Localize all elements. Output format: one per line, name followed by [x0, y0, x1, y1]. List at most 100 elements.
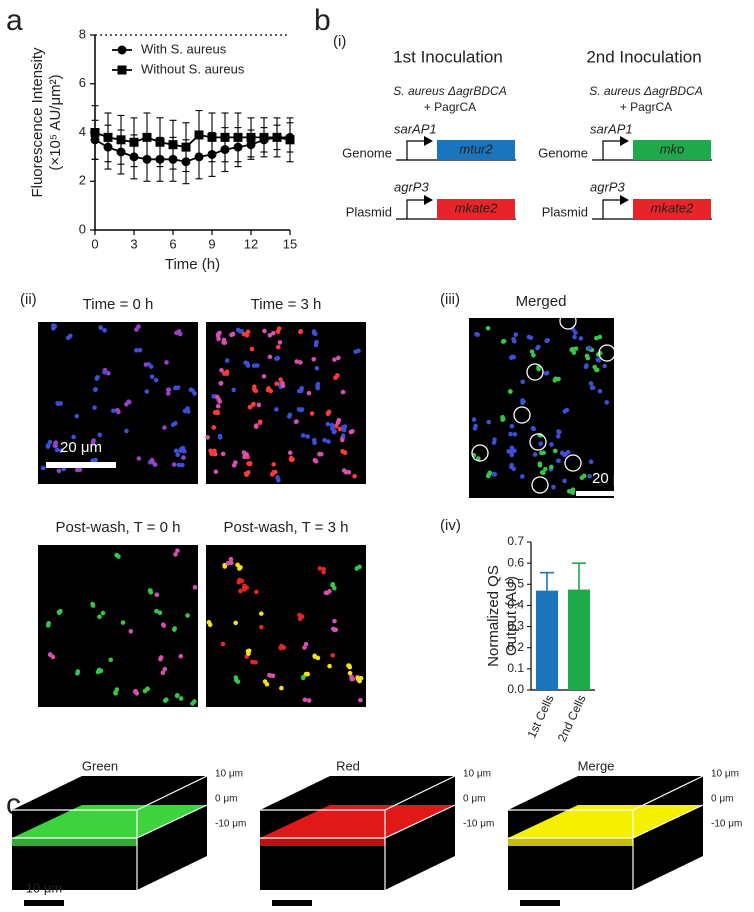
cell	[134, 691, 140, 696]
cell	[275, 344, 281, 350]
strain-label: S. aureus ΔagrBDCA	[393, 84, 506, 98]
cell	[321, 566, 327, 572]
x-tick-label: 3	[130, 236, 137, 251]
cell	[508, 431, 513, 437]
cell	[249, 346, 255, 352]
cell	[287, 412, 293, 418]
cell	[584, 353, 590, 359]
column-title: 2nd Inoculation	[586, 47, 701, 66]
cell	[114, 552, 119, 558]
cell	[134, 327, 139, 332]
cell	[192, 391, 197, 396]
volume-slab-edge	[260, 838, 385, 846]
gene-box	[437, 199, 515, 219]
cell	[342, 449, 347, 455]
cell	[347, 670, 353, 676]
cell	[604, 400, 610, 405]
x-tick-label: 1st Cells	[524, 693, 556, 741]
promoter-label: agrP3	[394, 179, 429, 194]
column-title: 1st Inoculation	[393, 47, 503, 66]
cell	[531, 426, 537, 432]
highlight-circle	[513, 406, 531, 424]
cell	[136, 456, 142, 461]
highlight-circle	[598, 344, 616, 362]
cell	[298, 360, 303, 365]
cell	[279, 685, 284, 691]
cell	[171, 462, 177, 467]
cell	[175, 548, 180, 553]
cell	[241, 331, 247, 337]
x-axis-title: Time (h)	[165, 256, 220, 273]
cell	[587, 345, 592, 351]
cell	[228, 556, 234, 562]
cell	[590, 385, 596, 390]
cell	[251, 387, 257, 392]
promoter-arrow	[406, 199, 424, 219]
cell	[358, 675, 364, 681]
cell	[506, 449, 511, 454]
micrograph	[206, 545, 366, 707]
legend-marker	[117, 45, 127, 55]
panel-label: b	[314, 4, 331, 37]
cell	[149, 374, 155, 379]
cell	[594, 335, 599, 341]
cell	[566, 489, 572, 494]
panel-label: (i)	[333, 33, 346, 50]
cell	[270, 673, 276, 679]
cell	[243, 471, 249, 476]
cell	[298, 407, 304, 413]
cell	[162, 425, 167, 430]
cell	[233, 620, 238, 626]
cell	[314, 365, 320, 371]
cell	[578, 336, 584, 341]
cell	[317, 451, 322, 457]
volume-title: Green	[82, 758, 118, 773]
cell	[271, 330, 276, 336]
cell	[178, 653, 184, 659]
promoter-label: sarAP1	[394, 121, 437, 136]
y-tick-label: 0.1	[507, 661, 524, 675]
cell	[491, 471, 497, 477]
volume-frame	[12, 775, 208, 890]
cell	[555, 434, 561, 439]
cell	[509, 464, 514, 470]
highlight-circle	[526, 363, 544, 381]
cell	[543, 371, 549, 376]
cell	[301, 674, 306, 680]
cell	[148, 364, 154, 369]
cell	[332, 627, 337, 633]
cell	[178, 448, 183, 453]
micrograph	[206, 322, 366, 484]
z-axis-label: 10 μm	[215, 769, 243, 780]
marker	[103, 132, 113, 142]
cell	[221, 337, 227, 343]
cell	[298, 329, 304, 334]
cell	[98, 325, 104, 330]
z-axis-label: -10 μm	[711, 819, 742, 830]
cell	[306, 698, 312, 703]
cell	[597, 388, 603, 394]
legend-label: With S. aureus	[141, 41, 227, 56]
cell	[356, 348, 361, 354]
cell	[333, 423, 339, 429]
cell	[588, 459, 594, 465]
cell	[143, 362, 149, 367]
cell	[235, 327, 241, 333]
cell	[492, 437, 497, 443]
z-axis-label: 0 μm	[711, 794, 733, 805]
cell	[573, 346, 579, 351]
x-tick-label: 9	[208, 236, 215, 251]
cell	[302, 697, 308, 703]
cell	[235, 562, 240, 568]
cell	[358, 697, 363, 703]
y-tick-label: 8	[79, 26, 86, 41]
cell	[322, 437, 327, 443]
cell	[349, 674, 354, 680]
cell	[486, 472, 492, 477]
cell	[288, 455, 294, 461]
cell	[549, 442, 554, 447]
cell	[219, 367, 224, 373]
cell	[145, 686, 150, 692]
cell	[335, 373, 340, 378]
